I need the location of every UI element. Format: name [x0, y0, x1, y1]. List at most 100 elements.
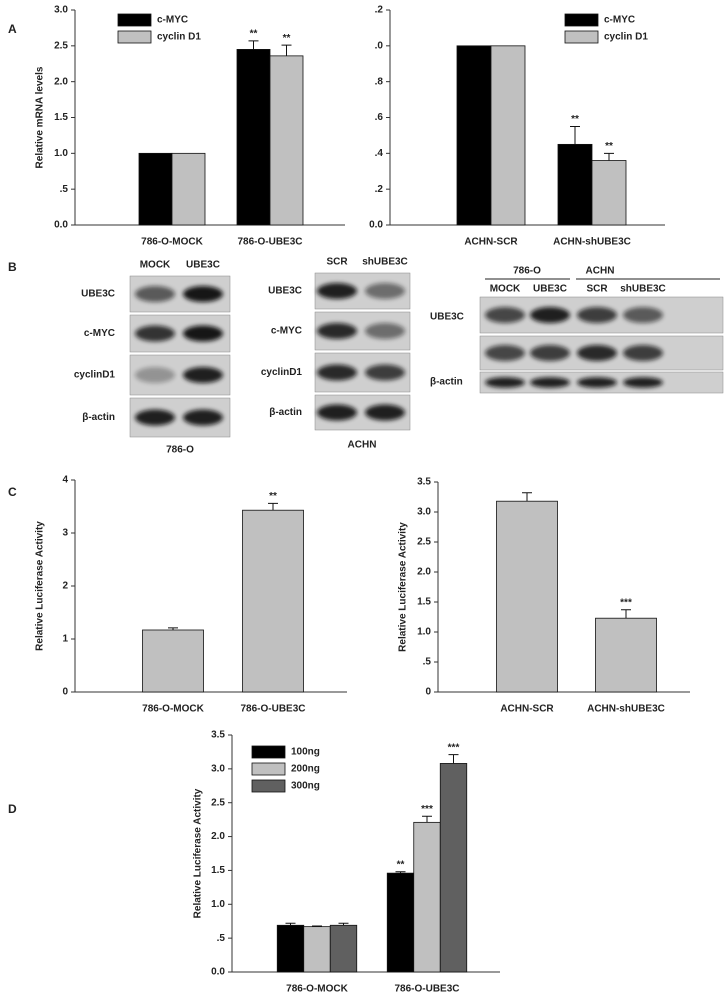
y-tick-label: 1 [62, 634, 68, 645]
x-tick-label: 786-O-UBE3C [240, 704, 305, 715]
y-tick-label: .2 [375, 184, 384, 195]
error-bar [395, 871, 406, 874]
y-tick-label: 3.0 [417, 507, 431, 518]
row-label: β-actin [430, 377, 463, 388]
y-tick-label: .5 [217, 933, 226, 944]
blot-band [485, 377, 525, 388]
blot-band [623, 345, 663, 361]
error-bar [522, 492, 532, 502]
legend-label: cyclin D1 [604, 32, 648, 43]
y-tick-label: 2.5 [211, 797, 225, 808]
y-tick-label: .0 [375, 40, 384, 51]
x-tick-label: 786-O-UBE3C [394, 984, 459, 995]
y-tick-label: 3.0 [211, 763, 225, 774]
blot-band [317, 404, 357, 421]
legend-swatch [251, 745, 286, 759]
row-label: c-MYC [271, 326, 302, 337]
legend-label: 300ng [291, 781, 320, 792]
blot-band [317, 364, 357, 381]
x-tick-label: ACHN-shUBE3C [587, 704, 665, 715]
blot-band [135, 367, 175, 383]
significance: ** [283, 33, 291, 44]
y-tick-label: 0 [425, 687, 431, 698]
lane-label: MOCK [490, 284, 521, 295]
significance: ** [250, 28, 258, 39]
error-bar [448, 754, 459, 764]
panel-label: D [8, 802, 17, 816]
row-label: UBE3C [268, 286, 302, 297]
bar [386, 872, 415, 973]
bar [242, 509, 304, 693]
y-tick-label: 1.0 [211, 899, 225, 910]
legend-swatch [251, 779, 286, 793]
group-label: 786-O [513, 266, 541, 277]
significance: ** [605, 141, 613, 152]
blot-caption: ACHN [348, 440, 377, 451]
blot-band [183, 367, 223, 383]
significance: ** [397, 859, 405, 870]
significance: ** [571, 114, 579, 125]
bar [456, 45, 492, 226]
y-tick-label: 1.0 [54, 148, 68, 159]
panel-label: B [8, 260, 17, 274]
significance: *** [620, 597, 632, 608]
row-label: β-actin [82, 412, 115, 423]
x-tick-label: 786-O-UBE3C [237, 237, 302, 248]
blot-band [365, 404, 405, 421]
lane-label: shUBE3C [620, 284, 666, 295]
error-bar [268, 502, 278, 511]
blot-band [135, 409, 175, 426]
error-bar [338, 922, 349, 926]
y-tick-label: 2.0 [211, 831, 225, 842]
y-tick-label: 2.0 [54, 76, 68, 87]
row-label: UBE3C [430, 312, 464, 323]
y-tick-label: 1.0 [417, 627, 431, 638]
blot-band [623, 307, 663, 323]
y-tick-label: 2.5 [417, 537, 431, 548]
y-tick-label: 0.0 [211, 967, 225, 978]
y-tick-label: 4 [62, 475, 68, 486]
blot-band [577, 307, 617, 323]
y-tick-label: 1.5 [211, 865, 225, 876]
legend-label: 100ng [291, 747, 320, 758]
y-tick-label: .4 [375, 148, 384, 159]
blot-caption: 786-O [166, 445, 194, 456]
blot-band [365, 364, 405, 381]
y-tick-label: 0 [62, 687, 68, 698]
y-axis-label: Relative Luciferase Activity [398, 522, 409, 652]
error-bar [248, 40, 259, 50]
y-tick-label: 3.5 [211, 730, 225, 741]
bar [171, 152, 206, 226]
x-tick-label: ACHN-shUBE3C [553, 237, 631, 248]
bar [276, 924, 305, 973]
row-label: β-actin [269, 407, 302, 418]
y-tick-label: .8 [375, 76, 384, 87]
bar [303, 926, 331, 973]
y-tick-label: .5 [60, 184, 69, 195]
blot-band [183, 409, 223, 426]
bar [557, 143, 593, 226]
lane-label: UBE3C [186, 260, 220, 271]
x-tick-label: 786-O-MOCK [286, 984, 348, 995]
x-tick-label: 786-O-MOCK [142, 704, 204, 715]
bar [496, 500, 558, 693]
row-label: cyclinD1 [261, 367, 303, 378]
legend-label: 200ng [291, 764, 320, 775]
bar [269, 55, 304, 226]
row-label: UBE3C [81, 289, 115, 300]
bar [138, 152, 173, 226]
group-label: ACHN [586, 266, 615, 277]
lane-label: MOCK [140, 260, 171, 271]
legend-swatch [117, 13, 152, 27]
y-tick-label: .6 [375, 112, 384, 123]
row-label: c-MYC [84, 328, 115, 339]
bar [236, 49, 271, 226]
error-bar [281, 44, 292, 56]
x-tick-label: 786-O-MOCK [141, 237, 203, 248]
legend-label: c-MYC [157, 15, 188, 26]
y-tick-label: 2.5 [54, 40, 68, 51]
bar [329, 924, 358, 973]
error-bar [570, 125, 580, 145]
y-tick-label: .2 [375, 5, 384, 16]
